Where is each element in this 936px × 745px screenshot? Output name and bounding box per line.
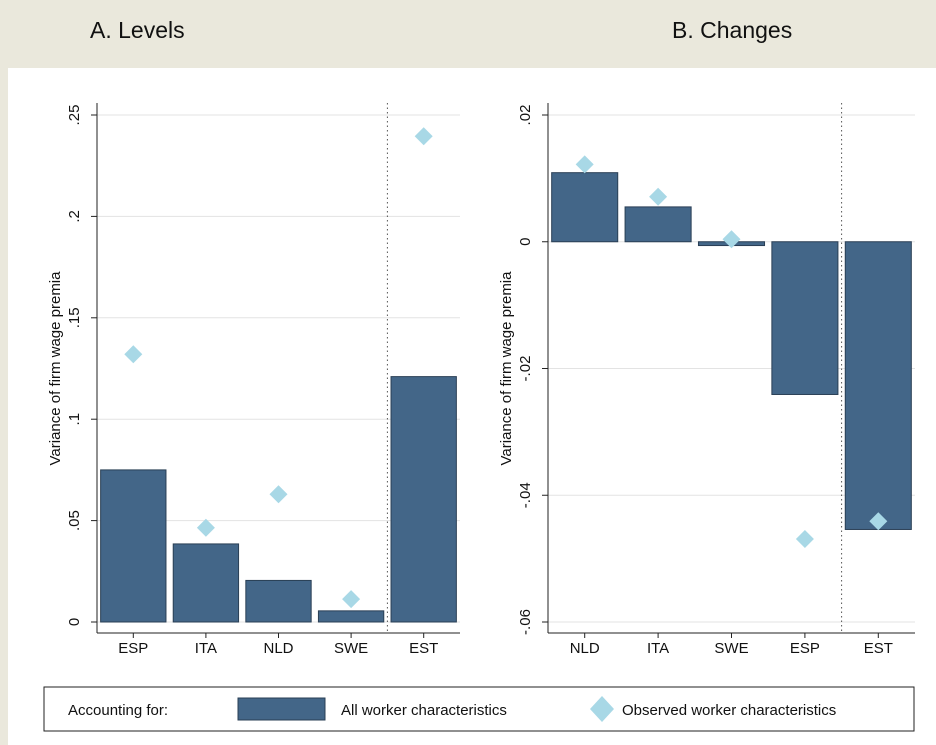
legend-label: All worker characteristics: [341, 702, 507, 719]
y-tick-label: .25: [66, 105, 83, 126]
x-tick-label: EST: [409, 640, 438, 657]
y-tick-label: -.04: [517, 482, 534, 508]
x-tick-label: ITA: [647, 640, 669, 657]
bar: [771, 241, 839, 395]
y-tick-label: .15: [66, 307, 83, 328]
bar: [245, 579, 312, 623]
bar: [100, 469, 167, 623]
marker: [269, 485, 288, 504]
bar: [172, 543, 240, 623]
y-tick-label: 0: [517, 238, 534, 246]
x-tick-label: ESP: [790, 640, 820, 657]
marker: [722, 230, 741, 249]
marker: [869, 512, 888, 531]
y-axis-label: Variance of firm wage premia: [47, 271, 64, 466]
y-tick-label: -.06: [517, 609, 534, 635]
x-tick-label: SWE: [334, 640, 368, 657]
x-tick-label: SWE: [714, 640, 748, 657]
bar: [624, 206, 692, 243]
panel-title: B. Changes: [672, 17, 792, 43]
legend-box: [43, 686, 915, 732]
x-tick-label: NLD: [570, 640, 600, 657]
legend-swatch: [237, 697, 326, 721]
y-tick-label: .05: [66, 510, 83, 531]
legend-swatch: [590, 696, 614, 722]
marker: [414, 127, 433, 146]
x-tick-label: ITA: [195, 640, 217, 657]
marker: [575, 155, 594, 174]
y-tick-label: .1: [66, 413, 83, 426]
x-tick-label: NLD: [263, 640, 293, 657]
marker: [795, 529, 814, 548]
panel-title: A. Levels: [90, 17, 185, 43]
x-tick-label: EST: [864, 640, 893, 657]
y-tick-label: .02: [517, 105, 534, 126]
y-axis-label: Variance of firm wage premia: [498, 271, 515, 466]
y-tick-label: 0: [66, 618, 83, 626]
marker: [649, 187, 668, 206]
marker: [124, 345, 143, 364]
y-tick-label: .2: [66, 210, 83, 223]
x-tick-label: ESP: [118, 640, 148, 657]
legend-label: Observed worker characteristics: [622, 702, 836, 719]
bar: [551, 172, 619, 243]
marker: [342, 590, 361, 609]
y-tick-label: -.02: [517, 356, 534, 382]
marker: [196, 518, 215, 537]
legend-title: Accounting for:: [68, 702, 168, 719]
bar: [844, 241, 912, 530]
bar: [317, 610, 385, 623]
bar: [390, 376, 457, 623]
plot-background: [8, 68, 936, 745]
